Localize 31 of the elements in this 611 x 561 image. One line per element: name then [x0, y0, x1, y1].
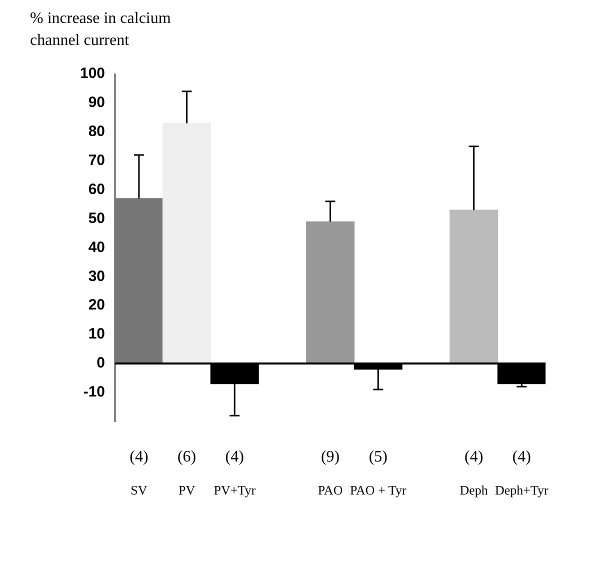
- text: (4): [464, 448, 484, 466]
- bar: [306, 221, 355, 364]
- y-tick-label: 40: [88, 238, 106, 256]
- bar: [162, 122, 212, 364]
- x-tick-label: PV+Tyr: [214, 482, 256, 498]
- bar: [450, 210, 498, 364]
- y-tick-label: 90: [88, 94, 106, 112]
- text: (4): [512, 448, 531, 466]
- x-tick-label: PAO + Tyr: [350, 482, 407, 498]
- y-tick-label: 50: [88, 210, 106, 227]
- y-tick-label: 0: [96, 354, 106, 372]
- y-tick-label: 80: [88, 123, 106, 140]
- y-tick-label: 70: [88, 152, 106, 169]
- y-tick-label: 10: [88, 326, 106, 343]
- text: (6): [177, 448, 196, 466]
- x-tick-label: SV: [130, 482, 148, 498]
- y-tick-label: 100: [80, 65, 106, 82]
- y-tick-label: -10: [83, 384, 106, 401]
- y-tick-label: 60: [88, 180, 106, 198]
- text: (4): [130, 448, 148, 466]
- x-tick-label: Deph: [460, 482, 488, 498]
- y-tick-label: 20: [88, 296, 106, 314]
- x-tick-label: Deph+Tyr: [494, 482, 549, 498]
- bar: [115, 198, 164, 364]
- y-axis-title: % increase in calcium channel current: [30, 9, 172, 51]
- text: (5): [368, 448, 388, 466]
- x-tick-label: PAO: [318, 482, 343, 498]
- y-tick-label: 30: [88, 268, 106, 285]
- text: (9): [320, 448, 340, 466]
- text: (4): [225, 448, 244, 466]
- x-tick-label: PV: [178, 482, 196, 498]
